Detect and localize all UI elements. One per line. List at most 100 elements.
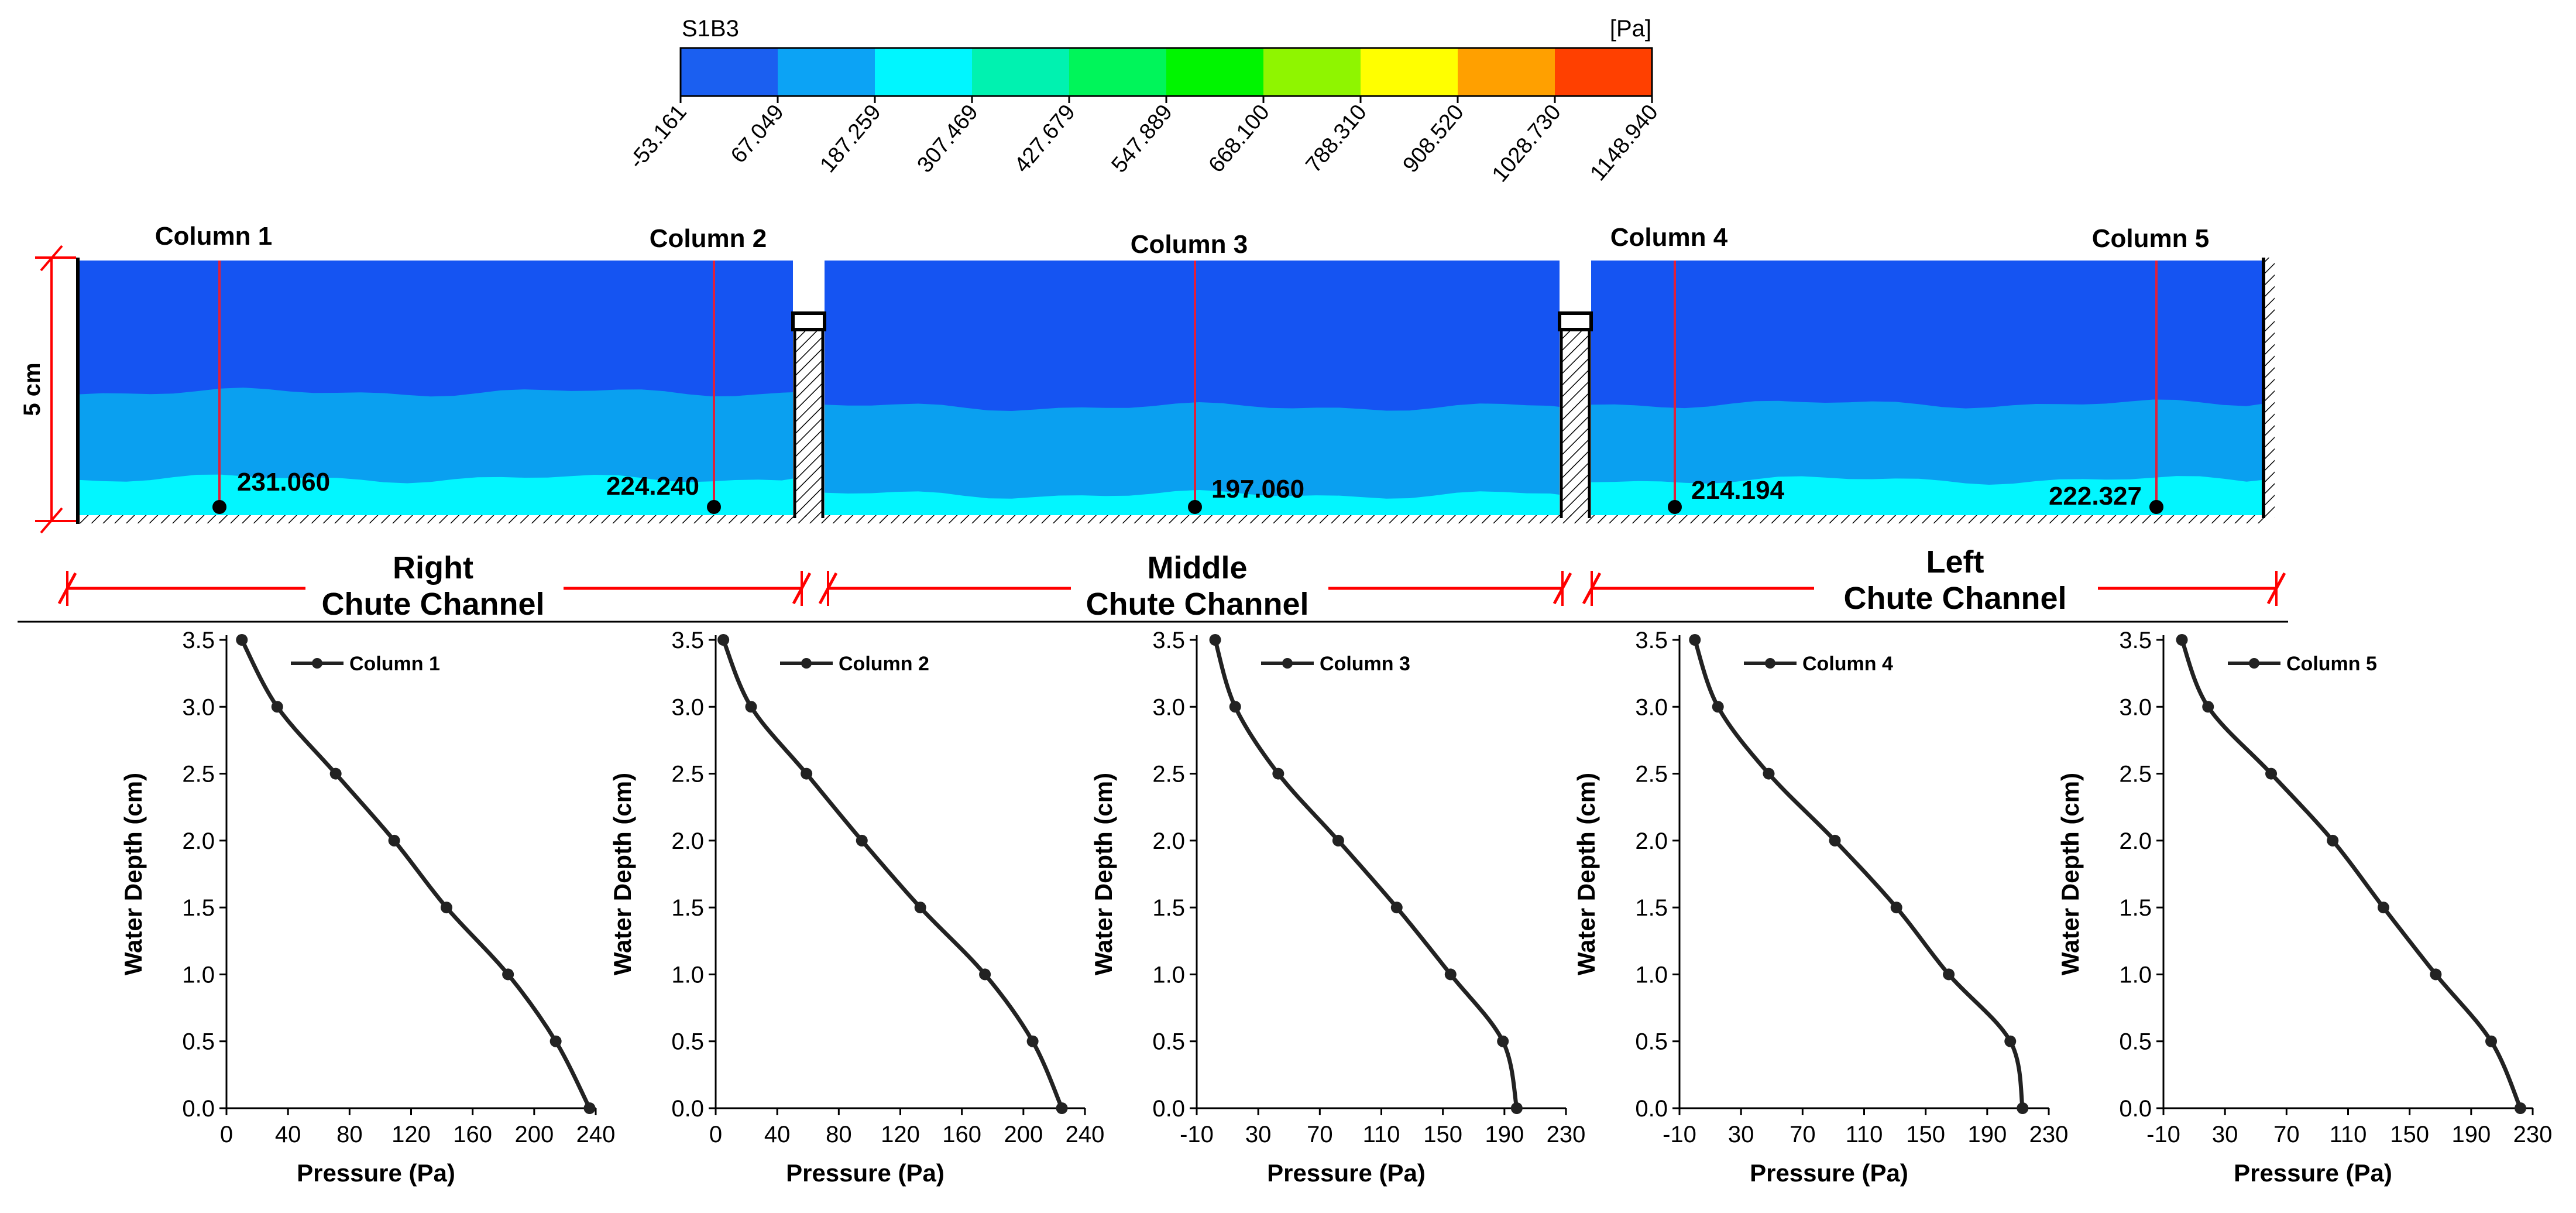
x-tick-label: 160 [942, 1122, 981, 1147]
y-tick-label: 3.0 [1635, 694, 1668, 720]
x-tick-label: 40 [275, 1122, 301, 1147]
data-point [2017, 1102, 2029, 1114]
y-tick-label: 0.0 [1635, 1096, 1668, 1122]
legend-marker [2249, 658, 2259, 669]
probe-point-5 [2149, 500, 2163, 514]
y-tick-label: 0.0 [671, 1096, 704, 1122]
y-axis-label: Water Depth (cm) [2056, 773, 2084, 975]
legend-tick-label: 908.520 [1398, 100, 1468, 177]
legend-swatch-5 [1166, 48, 1263, 96]
data-point [1444, 968, 1457, 981]
data-point [1689, 634, 1701, 646]
probe-point-4 [1668, 500, 1682, 514]
data-point [2004, 1035, 2017, 1047]
y-tick-label: 0.0 [2119, 1096, 2152, 1122]
data-point [2485, 1035, 2498, 1047]
x-tick-label: 0 [709, 1122, 722, 1147]
x-tick-label: 190 [2451, 1122, 2491, 1147]
y-tick-label: 2.0 [671, 828, 704, 854]
y-tick-label: 1.0 [1635, 962, 1668, 988]
legend-swatch-0 [681, 48, 778, 96]
y-tick-label: 1.0 [2119, 962, 2152, 988]
x-tick-label: -10 [1663, 1122, 1696, 1147]
x-tick-label: 40 [764, 1122, 791, 1147]
y-axis-label: Water Depth (cm) [609, 773, 636, 975]
legend-tick-label: 67.049 [726, 100, 789, 168]
x-tick-label: 150 [2390, 1122, 2429, 1147]
probe-point-1 [212, 500, 226, 514]
column-title-4: Column 4 [1610, 223, 1728, 252]
data-point [914, 902, 926, 914]
column-title-1: Column 1 [155, 222, 272, 251]
x-axis-label: Pressure (Pa) [1750, 1159, 1908, 1187]
data-point [1390, 902, 1403, 914]
channel-label-1-line1: Right [393, 550, 473, 585]
data-point [1712, 701, 1724, 713]
data-point [1332, 834, 1344, 847]
y-tick-label: 0.0 [1152, 1096, 1185, 1122]
data-point [549, 1035, 562, 1047]
data-point [2430, 968, 2442, 981]
chart-2: 0.0 0.5 1.0 1.5 2.0 2.5 3.0 3.5 0 40 80 120 160 200 24… [609, 628, 1104, 1187]
x-tick-label: -10 [2146, 1122, 2180, 1147]
channel-label-3-line1: Left [1926, 544, 1984, 580]
x-tick-label: 200 [1004, 1122, 1043, 1147]
y-tick-label: 0.0 [182, 1096, 215, 1122]
y-tick-label: 2.5 [182, 762, 215, 787]
y-tick-label: 1.5 [1635, 895, 1668, 921]
chart-3: 0.0 0.5 1.0 1.5 2.0 2.5 3.0 3.5 -10 30 70 110 150 190… [1090, 628, 1585, 1187]
legend-marker [312, 658, 322, 669]
x-tick-label: 80 [826, 1122, 852, 1147]
chart-4: 0.0 0.5 1.0 1.5 2.0 2.5 3.0 3.5 -10 30 70 110 150 190… [1572, 628, 2068, 1187]
y-tick-label: 3.0 [2119, 694, 2152, 720]
legend-marker [801, 658, 812, 669]
x-tick-label: 160 [453, 1122, 492, 1147]
x-tick-label: 150 [1906, 1122, 1945, 1147]
right-wall-hatch [2265, 258, 2275, 518]
data-point [271, 701, 283, 713]
legend-swatch-3 [972, 48, 1069, 96]
data-point [1829, 834, 1841, 847]
y-tick-label: 0.5 [1152, 1029, 1185, 1055]
x-axis-label: Pressure (Pa) [297, 1159, 455, 1187]
column-title-2: Column 2 [650, 224, 767, 253]
x-tick-label: 190 [1967, 1122, 2007, 1147]
series-line-column-1 [240, 639, 592, 1109]
y-tick-label: 2.5 [1152, 762, 1185, 787]
legend-swatch-9 [1555, 48, 1652, 96]
x-tick-label: 0 [220, 1122, 233, 1147]
probe-value-2: 224.240 [606, 472, 699, 501]
data-point [2327, 834, 2339, 847]
y-tick-label: 1.5 [182, 895, 215, 921]
data-point [329, 767, 342, 780]
data-point [1229, 701, 1241, 713]
data-point [1943, 968, 1955, 981]
x-tick-label: 80 [336, 1122, 363, 1147]
y-axis-label: Water Depth (cm) [1572, 773, 1600, 975]
data-point [583, 1102, 596, 1114]
legend-label: Column 1 [349, 653, 440, 675]
probe-point-3 [1188, 500, 1202, 514]
x-tick-label: 230 [2513, 1122, 2553, 1147]
divider-wall-1 [791, 311, 826, 331]
x-tick-label: -10 [1180, 1122, 1214, 1147]
y-tick-label: 1.5 [1152, 895, 1185, 921]
legend-swatch-4 [1069, 48, 1166, 96]
data-point [745, 701, 757, 713]
legend-tick-label: 547.889 [1107, 100, 1177, 177]
data-point [502, 968, 514, 981]
y-tick-label: 3.5 [1635, 628, 1668, 653]
chart-1: 0.0 0.5 1.0 1.5 2.0 2.5 3.0 3.5 0 40 80 120 160 200 24… [119, 628, 615, 1187]
legend-tick-label: 307.469 [912, 100, 983, 177]
probe-point-2 [707, 500, 721, 514]
data-point [1510, 1102, 1523, 1114]
y-tick-label: 1.0 [182, 962, 215, 988]
legend-swatch-1 [778, 48, 875, 96]
y-tick-label: 3.0 [671, 694, 704, 720]
legend-unit: [Pa] [1610, 16, 1651, 42]
data-point [801, 767, 813, 780]
y-tick-label: 1.5 [671, 895, 704, 921]
y-tick-label: 3.5 [2119, 628, 2152, 653]
